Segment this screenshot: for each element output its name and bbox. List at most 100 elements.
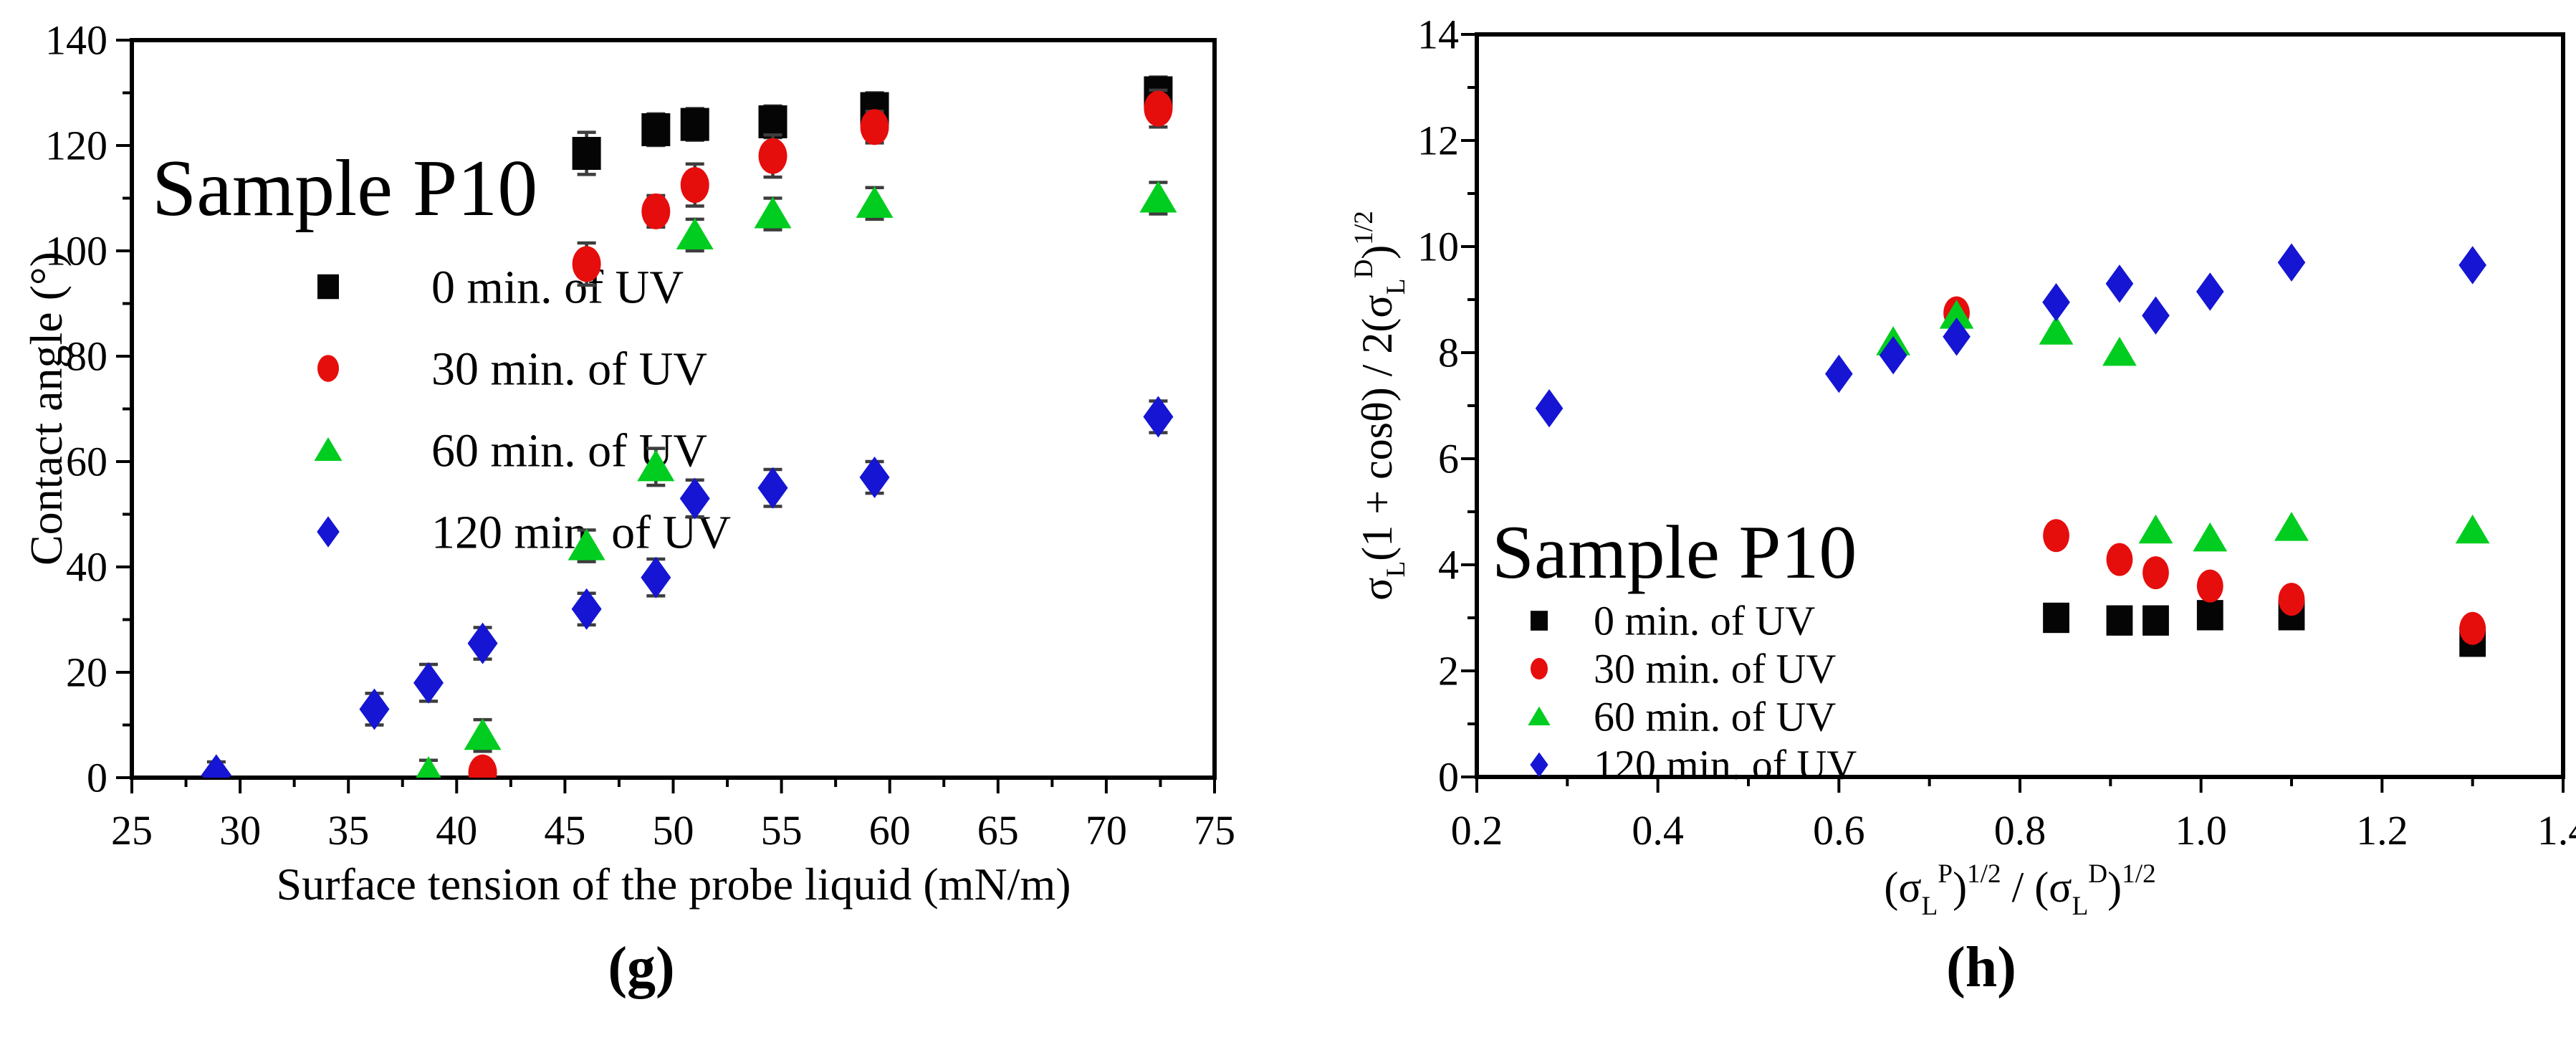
x-axis-label-h: (σLP)1/2 / (σLD)1/2 — [1884, 859, 2155, 921]
circle-marker — [572, 246, 601, 282]
circle-marker — [2142, 556, 2169, 590]
diamond-marker — [1825, 354, 1853, 393]
diamond-marker — [1879, 336, 1907, 375]
square-marker — [2196, 600, 2223, 631]
diamond-marker — [467, 622, 498, 664]
triangle-marker — [2138, 514, 2173, 544]
circle-marker — [758, 138, 787, 174]
diamond-marker — [641, 556, 671, 598]
panel-label-h: (h) — [1946, 936, 2016, 999]
y-tick-label: 20 — [66, 649, 107, 696]
y-tick-label: 100 — [45, 228, 107, 275]
x-axis-label-g: Surface tension of the probe liquid (mN/… — [276, 859, 1071, 910]
legend-item-label: 0 min. of UV — [1594, 598, 1815, 644]
y-tick-label: 4 — [1438, 542, 1459, 588]
triangle-marker — [568, 528, 605, 560]
x-tick-label: 65 — [977, 807, 1019, 854]
x-tick-label: 30 — [219, 807, 261, 854]
square-marker — [641, 113, 671, 146]
circle-marker — [860, 109, 889, 145]
triangle-marker — [416, 756, 441, 778]
triangle-marker — [464, 718, 502, 750]
x-tick-label: 40 — [436, 807, 477, 854]
y-tick-label: 140 — [45, 17, 107, 64]
triangle-marker — [2274, 512, 2309, 541]
diamond-marker — [2196, 272, 2224, 311]
y-tick-label: 60 — [66, 439, 107, 485]
y-tick-label: 12 — [1417, 118, 1459, 164]
triangle-marker — [2193, 522, 2228, 552]
y-tick-label: 40 — [66, 544, 107, 591]
y-tick-label: 10 — [1417, 224, 1459, 270]
x-tick-label: 1.4 — [2537, 807, 2576, 854]
square-marker — [1531, 611, 1548, 631]
y-tick-label: 8 — [1438, 330, 1459, 376]
diamond-marker — [679, 477, 710, 520]
square-marker — [317, 274, 339, 300]
x-tick-label: 50 — [653, 807, 694, 854]
circle-marker — [1531, 658, 1548, 679]
x-tick-label: 75 — [1194, 807, 1235, 854]
y-tick-label: 0 — [1438, 754, 1459, 801]
circle-marker — [317, 355, 339, 382]
square-marker — [2043, 602, 2069, 634]
x-tick-label: 1.2 — [2356, 807, 2408, 854]
diamond-marker — [317, 516, 340, 548]
diamond-marker — [359, 688, 390, 730]
y-tick-label: 120 — [45, 123, 107, 169]
circle-marker — [2278, 583, 2305, 616]
x-tick-label: 1.0 — [2175, 807, 2227, 854]
x-tick-label: 25 — [111, 807, 153, 854]
legend-title-g: Sample P10 — [152, 144, 537, 233]
circle-marker — [2106, 543, 2133, 576]
y-axis-label-h: σL(1 + cosθ) / 2(σLD)1/2 — [1349, 211, 1411, 601]
diamond-marker — [2458, 246, 2486, 285]
diamond-marker — [2277, 243, 2306, 282]
circle-marker — [468, 754, 497, 778]
y-tick-label: 0 — [87, 755, 107, 801]
x-tick-label: 70 — [1086, 807, 1127, 854]
triangle-marker — [754, 196, 792, 229]
legend-item-label: 120 min. of UV — [1594, 742, 1857, 788]
square-marker — [2106, 605, 2133, 636]
circle-marker — [2043, 519, 2069, 553]
diamond-marker — [2105, 264, 2134, 303]
panel-g: 25 30 35 40 45 50 55 60 65 70 75 0 20 40 60 80 100 120 140… — [21, 17, 1235, 910]
triangle-marker — [1939, 300, 1974, 329]
legend-item-label: 60 min. of UV — [1594, 694, 1836, 740]
panel-label-g: (g) — [608, 936, 675, 999]
square-marker — [572, 137, 601, 171]
triangle-marker — [676, 217, 714, 249]
x-tick-label: 0.2 — [1451, 807, 1503, 854]
diamond-marker — [2142, 296, 2170, 335]
square-marker — [758, 105, 787, 138]
x-tick-label: 55 — [761, 807, 803, 854]
legend-item-label: 30 min. of UV — [1594, 646, 1836, 692]
diamond-marker — [1943, 318, 1971, 356]
triangle-marker — [314, 437, 343, 461]
legend-item-label: 0 min. of UV — [431, 261, 684, 313]
circle-marker — [2459, 611, 2486, 645]
x-tick-label: 0.6 — [1813, 807, 1865, 854]
triangle-marker — [1528, 706, 1551, 725]
legend-title-h: Sample P10 — [1492, 510, 1857, 594]
diamond-marker — [201, 754, 231, 778]
x-tick-label: 0.4 — [1632, 807, 1684, 854]
triangle-marker — [2455, 514, 2490, 544]
triangle-marker — [2039, 315, 2074, 345]
panel-h: 0.2 0.4 0.6 0.8 1.0 1.2 1.4 0 2 4 6 8 10 12 14 (σLP)1/2… — [1349, 11, 2576, 921]
triangle-marker — [2102, 336, 2137, 366]
circle-marker — [1144, 90, 1173, 127]
diamond-marker — [413, 662, 444, 704]
circle-marker — [641, 193, 671, 229]
diamond-marker — [757, 467, 788, 509]
circle-marker — [2196, 569, 2223, 603]
diamond-marker — [1535, 389, 1564, 428]
y-tick-label: 14 — [1417, 11, 1459, 58]
legend-item-label: 30 min. of UV — [431, 343, 707, 395]
x-tick-label: 35 — [327, 807, 369, 854]
diamond-marker — [1530, 752, 1548, 778]
square-marker — [680, 108, 709, 141]
